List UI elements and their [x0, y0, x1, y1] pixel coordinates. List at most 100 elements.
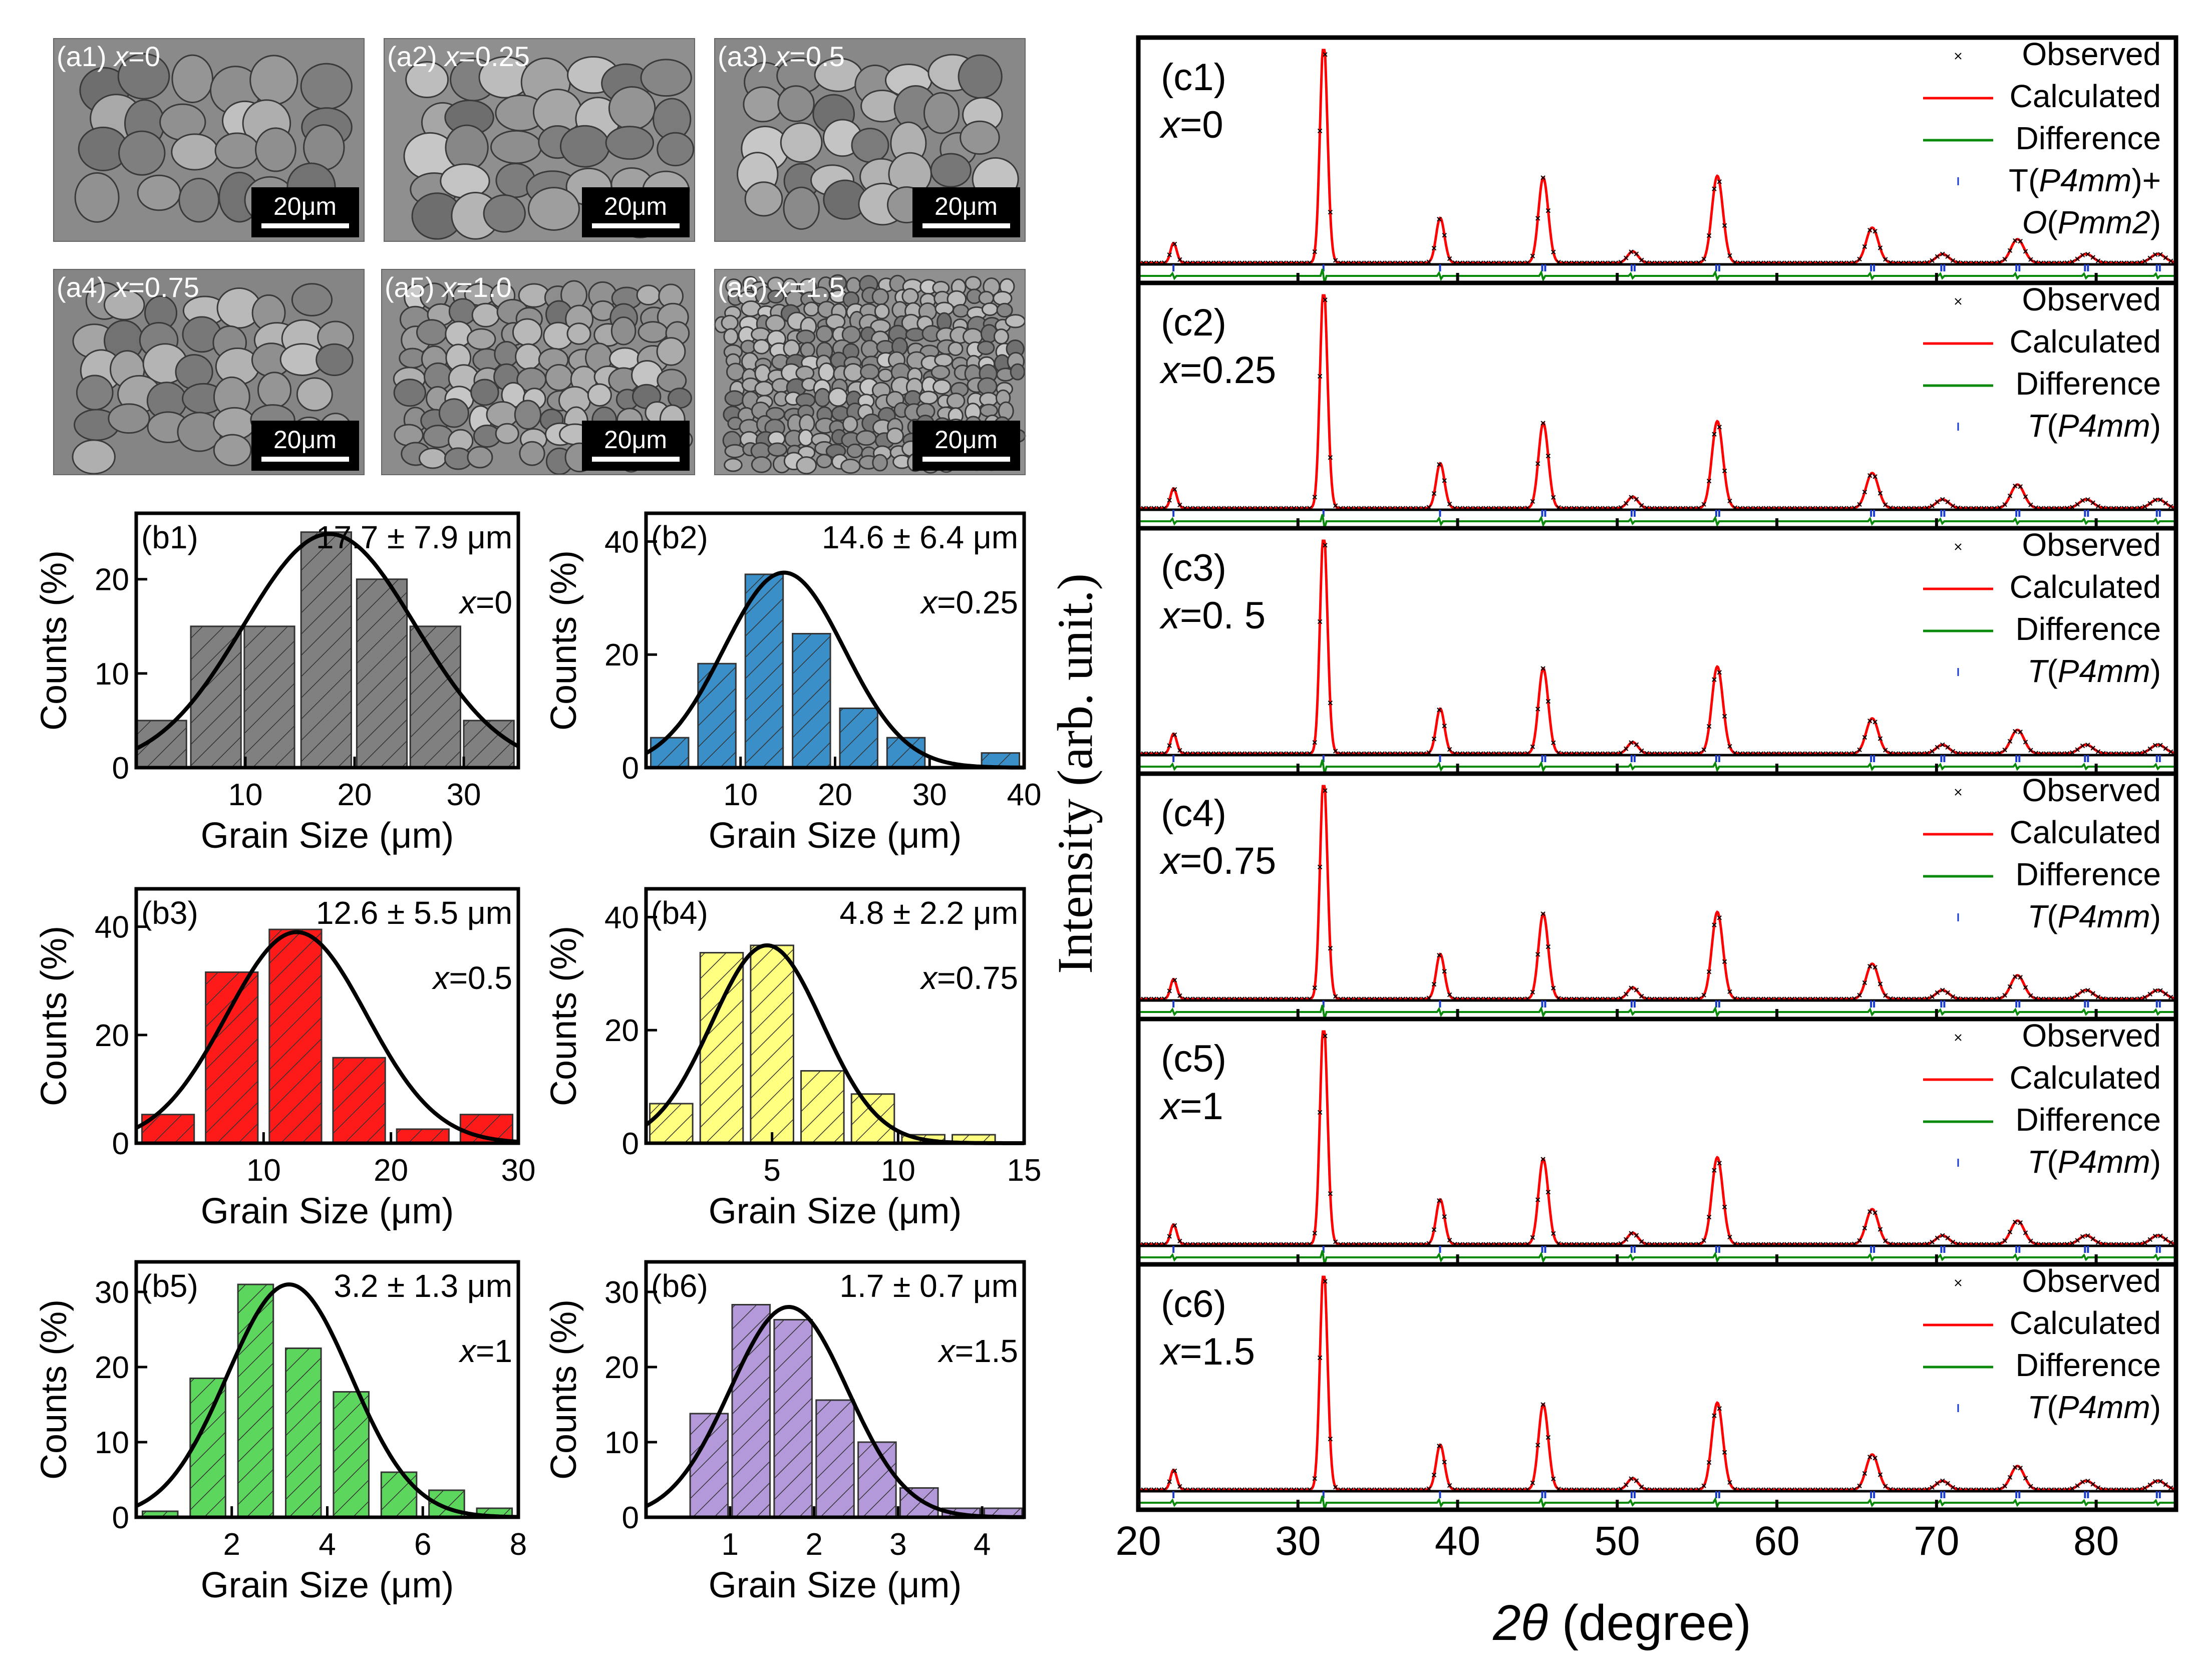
observed-marker [1872, 229, 1877, 234]
composition-x: x [432, 960, 450, 996]
sem-grain [744, 181, 783, 217]
observed-marker [1712, 677, 1717, 682]
observed-marker [1712, 432, 1717, 437]
histogram-bar [268, 928, 323, 1144]
bar-hatch [774, 1319, 812, 1517]
sem-grain [923, 92, 960, 134]
histogram-3: 10 20 30 0 20 40 Grain Size (μm) Counts (%) (b3)… [34, 887, 535, 1231]
sem-grain [860, 340, 879, 359]
observed-marker [1431, 245, 1437, 251]
scale-bar-label: 20μm [273, 192, 337, 220]
sem-grain [656, 337, 686, 366]
observed-marker [1172, 241, 1177, 247]
sem-grain [171, 54, 213, 104]
subpanel-label: (c6) [1161, 1283, 1226, 1325]
legend: Observed Calculated Difference T(P4mm) [1923, 527, 2161, 689]
sem-grain [753, 339, 770, 355]
observed-marker [2002, 1238, 2007, 1243]
sem-grain [855, 430, 877, 446]
sem-grain [846, 443, 863, 459]
sem-grain-texture [737, 54, 1019, 233]
observed-marker [1551, 1231, 1556, 1236]
observed-marker [1935, 1235, 1940, 1240]
y-axis-label: Counts (%) [544, 1299, 584, 1480]
sem-label-id: (a1) [57, 41, 114, 72]
observed-marker [1883, 748, 1888, 753]
observed-marker [1437, 953, 1442, 958]
sem-grain [932, 379, 952, 395]
scale-bar-label: 20μm [934, 192, 998, 220]
observed-marker [1530, 499, 1535, 504]
sem-grain [724, 444, 746, 459]
observed-marker [1930, 503, 1935, 509]
sem-grain [494, 341, 519, 368]
observed-marker [1857, 256, 1862, 262]
x-tick-label: 10 [881, 1153, 915, 1188]
legend-observed-marker [1955, 298, 1962, 305]
observed-marker [1629, 740, 1634, 745]
sem-grain [993, 328, 1009, 345]
observed-marker [1727, 253, 1732, 258]
observed-marker [2007, 739, 2013, 744]
sem-grain [545, 364, 573, 391]
xrd-x-tick-label: 40 [1435, 1518, 1480, 1564]
phase-part: ) [2150, 408, 2161, 444]
xrd-subpanel-1: (c1)x=0ObservedCalculatedDifferenceT(P4m… [1136, 35, 2178, 285]
observed-marker [1722, 468, 1727, 474]
subpanel-label: (c5) [1161, 1038, 1226, 1080]
sem-grain [872, 454, 888, 472]
observed-marker [2018, 1220, 2023, 1225]
gaussian-fit-curve [135, 930, 519, 1144]
y-tick-label: 20 [604, 1014, 639, 1048]
sem-grain [495, 423, 519, 444]
xrd-y-axis-label: Intensity (arb. unit.) [1047, 573, 1103, 974]
observed-marker [1717, 425, 1722, 430]
sem-grain [918, 391, 938, 405]
observed-marker [2142, 994, 2147, 1000]
composition-value: =0.5 [449, 960, 512, 996]
sem-grain-texture [403, 56, 695, 240]
sem-grain [796, 329, 816, 345]
observed-marker [1333, 1485, 1338, 1490]
sem-grain [118, 130, 166, 176]
observed-marker [2023, 249, 2028, 254]
x-tick-label: 10 [228, 778, 263, 812]
bar-hatch [851, 1094, 894, 1143]
observed-marker [2147, 501, 2152, 506]
histogram-bar [396, 1128, 450, 1144]
x-tick-label: 20 [338, 778, 372, 812]
observed-marker [2075, 1238, 2080, 1243]
composition-value: =0. 5 [1180, 594, 1266, 637]
observed-marker [1317, 374, 1323, 379]
observed-marker [1442, 1460, 1447, 1465]
histogram-bar [237, 1283, 274, 1518]
gaussian-fit-curve [135, 1282, 519, 1519]
observed-marker [2090, 1482, 2095, 1487]
composition-label: x=0. 5 [1159, 594, 1266, 637]
observed-marker [1877, 1227, 1883, 1232]
sem-grain [657, 132, 695, 167]
observed-marker [1940, 987, 1945, 993]
phase-part: Pmm2 [2058, 204, 2150, 240]
observed-marker [2013, 238, 2018, 243]
observed-marker [1701, 1483, 1706, 1488]
panel-label: (b5) [141, 1268, 198, 1304]
sem-label-id: (a5) [385, 271, 442, 303]
histogram-bar [744, 573, 784, 769]
sem-label-id: (a4) [57, 271, 114, 303]
observed-marker [2163, 501, 2168, 506]
sem-grain [316, 343, 354, 377]
bar-hatch [651, 738, 689, 768]
observed-marker [1545, 208, 1551, 213]
observed-marker [1883, 502, 1888, 507]
bar-hatch [650, 1103, 693, 1143]
sem-grain [178, 178, 220, 223]
sem-grain [798, 429, 814, 447]
observed-marker [1540, 1402, 1545, 1407]
xrd-x-axis-label: 2θ (degree) [1492, 1595, 1751, 1651]
sem-grain [783, 186, 820, 230]
observed-marker [1930, 258, 1935, 263]
subpanel-frame [1136, 35, 2178, 285]
observed-marker [1940, 742, 1945, 748]
